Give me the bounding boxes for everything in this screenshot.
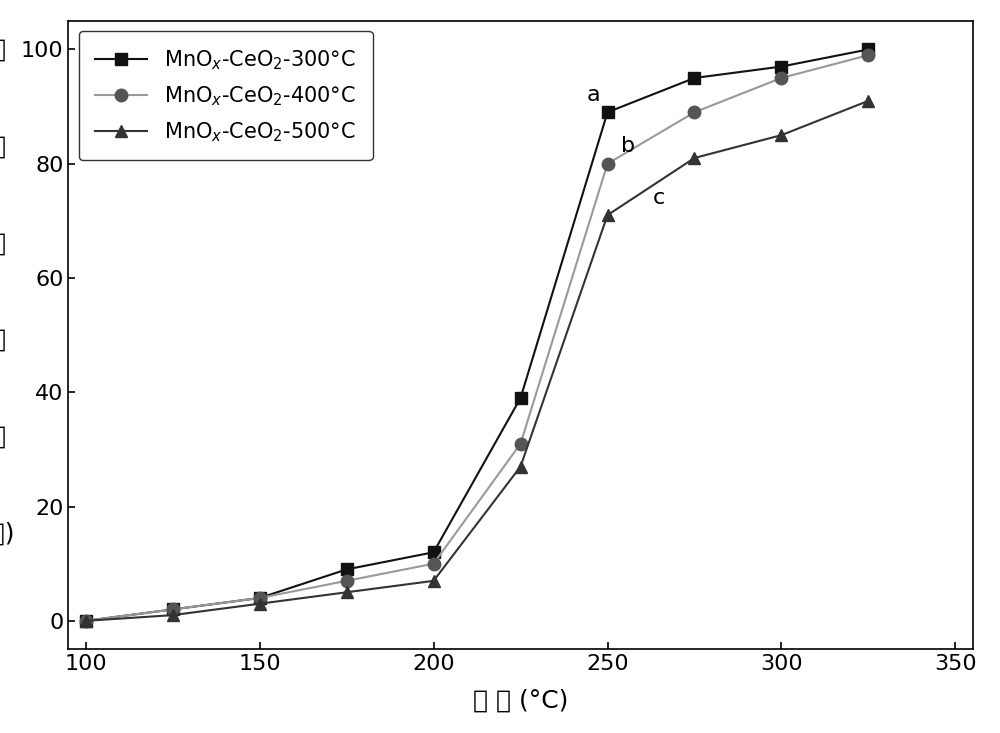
MnO$_x$-CeO$_2$-400°C (688, 108, 700, 117)
MnO$_x$-CeO$_2$-300°C (775, 62, 787, 71)
MnO$_x$-CeO$_2$-300°C (167, 605, 179, 614)
MnO$_x$-CeO$_2$-300°C (688, 73, 700, 82)
MnO$_x$-CeO$_2$-500°C (775, 130, 787, 139)
MnO$_x$-CeO$_2$-400°C (167, 605, 179, 614)
Line: MnO$_x$-CeO$_2$-300°C: MnO$_x$-CeO$_2$-300°C (79, 43, 875, 627)
MnO$_x$-CeO$_2$-500°C (688, 154, 700, 163)
MnO$_x$-CeO$_2$-300°C (428, 548, 440, 556)
Text: b: b (621, 136, 636, 156)
Text: 苯: 苯 (0, 135, 6, 158)
Line: MnO$_x$-CeO$_2$-500°C: MnO$_x$-CeO$_2$-500°C (79, 95, 875, 627)
MnO$_x$-CeO$_2$-300°C (341, 565, 353, 574)
MnO$_x$-CeO$_2$-500°C (602, 210, 614, 219)
MnO$_x$-CeO$_2$-400°C (428, 559, 440, 568)
Text: a: a (587, 85, 600, 105)
MnO$_x$-CeO$_2$-400°C (515, 439, 527, 448)
MnO$_x$-CeO$_2$-500°C (428, 576, 440, 585)
MnO$_x$-CeO$_2$-300°C (515, 394, 527, 402)
MnO$_x$-CeO$_2$-500°C (254, 600, 266, 608)
Text: 转: 转 (0, 231, 6, 255)
MnO$_x$-CeO$_2$-400°C (254, 594, 266, 603)
Text: c: c (653, 188, 665, 207)
MnO$_x$-CeO$_2$-400°C (341, 576, 353, 585)
MnO$_x$-CeO$_2$-500°C (80, 616, 92, 625)
MnO$_x$-CeO$_2$-400°C (775, 73, 787, 82)
X-axis label: 温 度 (°C): 温 度 (°C) (473, 688, 568, 712)
MnO$_x$-CeO$_2$-400°C (862, 51, 874, 59)
Text: 率: 率 (0, 424, 6, 449)
MnO$_x$-CeO$_2$-300°C (862, 45, 874, 54)
Text: 化: 化 (0, 328, 6, 352)
MnO$_x$-CeO$_2$-500°C (341, 588, 353, 597)
MnO$_x$-CeO$_2$-300°C (602, 108, 614, 117)
Text: 甲: 甲 (0, 38, 6, 62)
Legend: MnO$_x$-CeO$_2$-300°C, MnO$_x$-CeO$_2$-400°C, MnO$_x$-CeO$_2$-500°C: MnO$_x$-CeO$_2$-300°C, MnO$_x$-CeO$_2$-4… (79, 32, 373, 161)
Text: (％): (％) (0, 521, 16, 545)
MnO$_x$-CeO$_2$-500°C (515, 463, 527, 471)
MnO$_x$-CeO$_2$-500°C (167, 611, 179, 619)
MnO$_x$-CeO$_2$-400°C (80, 616, 92, 625)
MnO$_x$-CeO$_2$-300°C (254, 594, 266, 603)
Line: MnO$_x$-CeO$_2$-400°C: MnO$_x$-CeO$_2$-400°C (79, 49, 875, 627)
MnO$_x$-CeO$_2$-500°C (862, 97, 874, 106)
MnO$_x$-CeO$_2$-300°C (80, 616, 92, 625)
MnO$_x$-CeO$_2$-400°C (602, 159, 614, 168)
